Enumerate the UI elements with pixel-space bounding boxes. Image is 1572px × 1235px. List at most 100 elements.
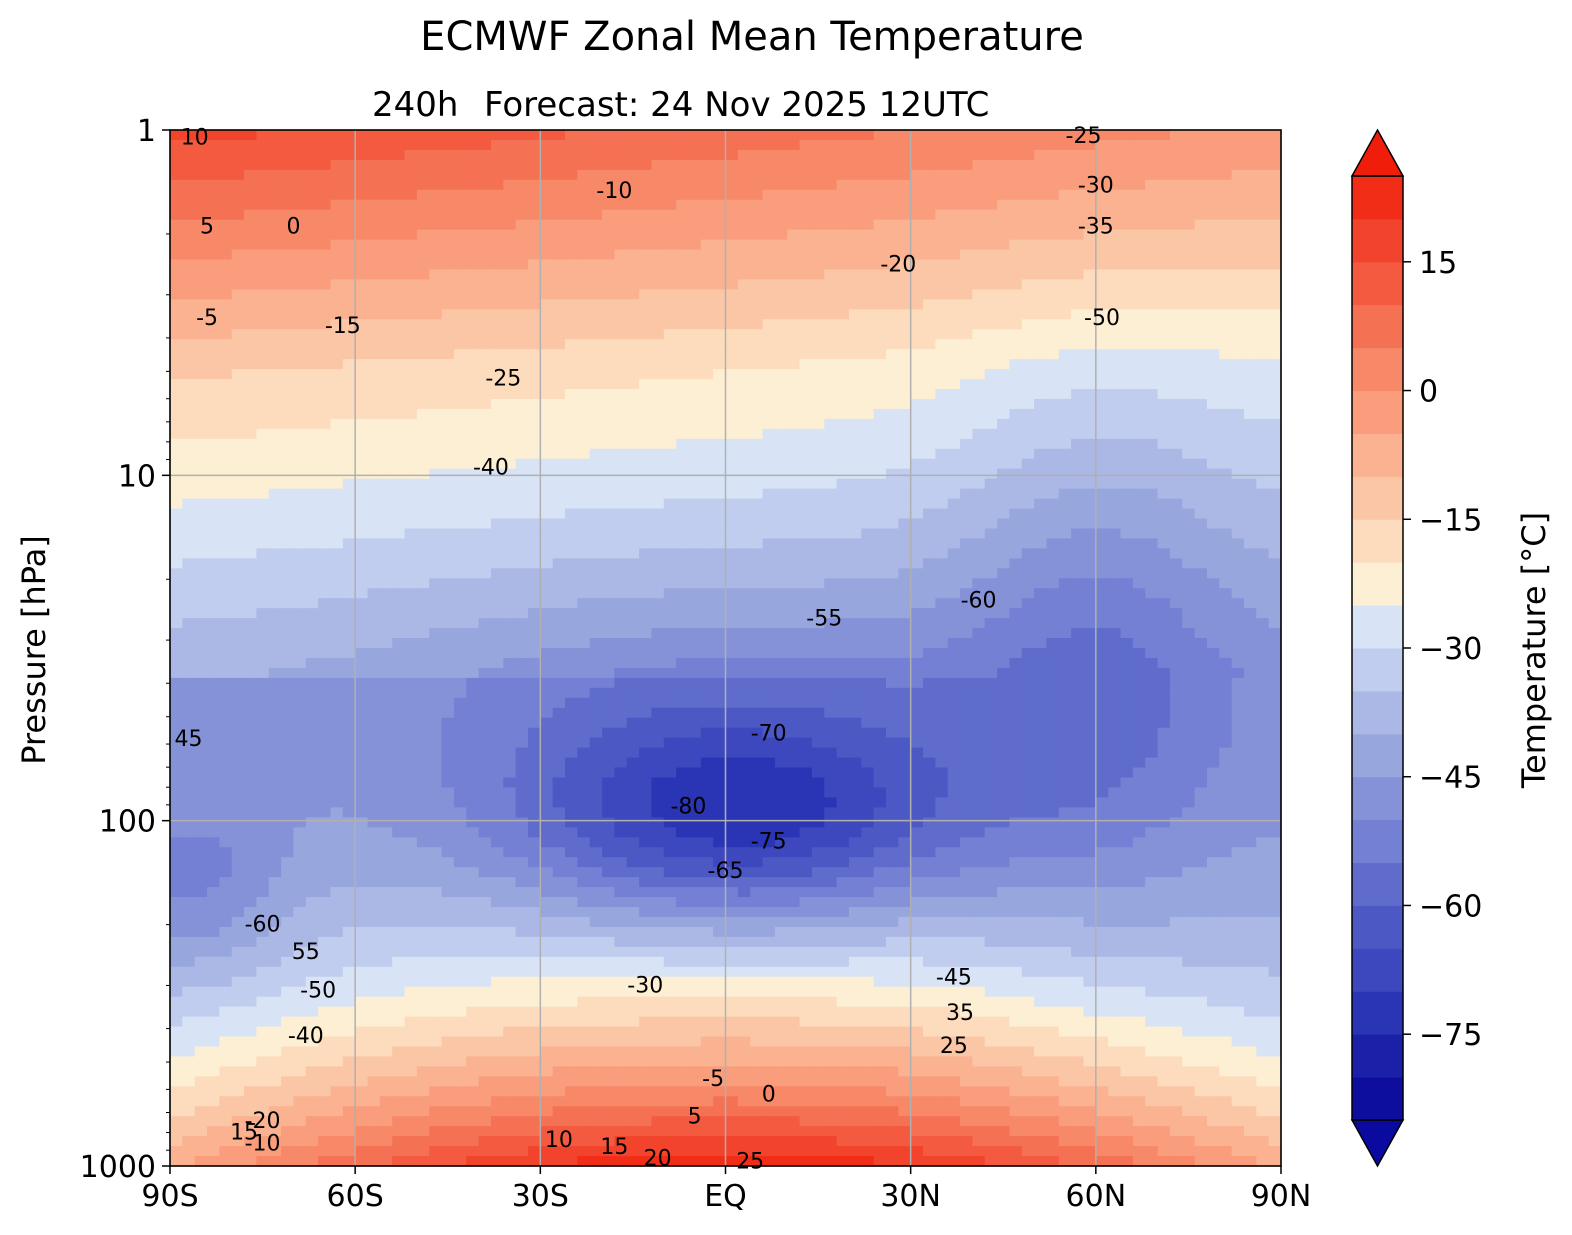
field-cell — [503, 279, 517, 290]
field-cell — [330, 389, 344, 400]
field-cell — [997, 199, 1011, 211]
field-cell — [515, 369, 529, 380]
field-cell — [392, 418, 406, 430]
field-cell — [453, 279, 467, 290]
field-cell — [330, 558, 344, 569]
field-cell — [651, 369, 665, 380]
field-cell — [379, 189, 393, 201]
field-cell — [984, 389, 998, 400]
field-cell — [1243, 468, 1257, 480]
field-cell — [490, 209, 504, 221]
field-cell — [861, 418, 875, 430]
field-cell — [762, 458, 776, 470]
field-cell — [1095, 319, 1109, 330]
field-cell — [910, 339, 924, 350]
field-cell — [194, 249, 208, 261]
field-cell — [614, 329, 628, 340]
field-cell — [960, 329, 973, 340]
field-cell — [182, 259, 196, 271]
field-cell — [515, 389, 529, 400]
field-cell — [330, 657, 344, 669]
field-cell — [219, 189, 233, 201]
field-cell — [416, 468, 430, 480]
field-cell — [1021, 319, 1035, 330]
field-cell — [244, 468, 258, 480]
field-cell — [1083, 578, 1097, 589]
field-cell — [861, 199, 875, 211]
field-cell — [1182, 578, 1196, 589]
field-cell — [367, 448, 381, 460]
field-cell — [824, 667, 838, 679]
field-cell — [244, 518, 258, 530]
field-cell — [1157, 309, 1171, 320]
field-cell — [1231, 657, 1245, 669]
field-cell — [490, 518, 504, 530]
field-cell — [787, 657, 801, 669]
field-cell — [750, 249, 764, 261]
field-cell — [565, 667, 578, 679]
field-cell — [170, 269, 183, 281]
field-cell — [1046, 548, 1060, 559]
field-cell — [1083, 438, 1097, 450]
field-cell — [762, 229, 776, 241]
field-cell — [1182, 588, 1196, 599]
field-cell — [1256, 169, 1270, 181]
field-cell — [935, 349, 949, 360]
field-cell — [379, 538, 393, 549]
field-cell — [441, 319, 455, 330]
field-cell — [885, 139, 899, 151]
field-cell — [898, 289, 912, 300]
field-cell — [984, 339, 998, 350]
field-cell — [799, 329, 813, 340]
field-cell — [750, 598, 764, 609]
field-cell — [602, 209, 615, 221]
field-cell — [182, 229, 196, 241]
field-cell — [700, 548, 714, 559]
field-cell — [170, 130, 183, 141]
field-cell — [367, 239, 381, 251]
field-cell — [1256, 448, 1270, 460]
field-cell — [972, 289, 986, 300]
field-cell — [194, 528, 208, 540]
field-cell — [787, 418, 801, 430]
field-cell — [219, 379, 233, 390]
field-cell — [490, 657, 504, 669]
field-cell — [268, 339, 282, 350]
field-cell — [231, 229, 245, 241]
field-cell — [1120, 299, 1134, 310]
field-cell — [268, 518, 282, 530]
field-cell — [861, 588, 875, 599]
field-cell — [1108, 488, 1122, 500]
field-cell — [1157, 369, 1171, 380]
field-cell — [676, 538, 690, 549]
field-cell — [170, 408, 183, 420]
field-cell — [737, 398, 751, 410]
field-cell — [281, 518, 295, 530]
field-cell — [947, 289, 961, 300]
field-cell — [1009, 239, 1023, 251]
field-cell — [244, 398, 258, 410]
field-cell — [614, 677, 628, 689]
field-cell — [1071, 488, 1085, 500]
field-cell — [799, 568, 813, 579]
field-cell — [1243, 518, 1257, 530]
field-cell — [700, 189, 714, 201]
field-cell — [392, 528, 406, 540]
field-cell — [602, 558, 615, 569]
field-cell — [639, 608, 653, 619]
field-cell — [330, 538, 344, 549]
field-cell — [1058, 548, 1072, 559]
field-cell — [1169, 169, 1183, 181]
field-cell — [1046, 389, 1060, 400]
field-cell — [639, 209, 653, 221]
field-cell — [1243, 289, 1257, 300]
field-cell — [1169, 139, 1183, 151]
field-cell — [540, 139, 554, 151]
field-cell — [947, 538, 961, 549]
field-cell — [651, 548, 665, 559]
field-cell — [737, 598, 751, 609]
field-cell — [984, 219, 998, 231]
field-cell — [737, 389, 751, 400]
field-cell — [1145, 229, 1159, 241]
field-cell — [1132, 528, 1146, 540]
